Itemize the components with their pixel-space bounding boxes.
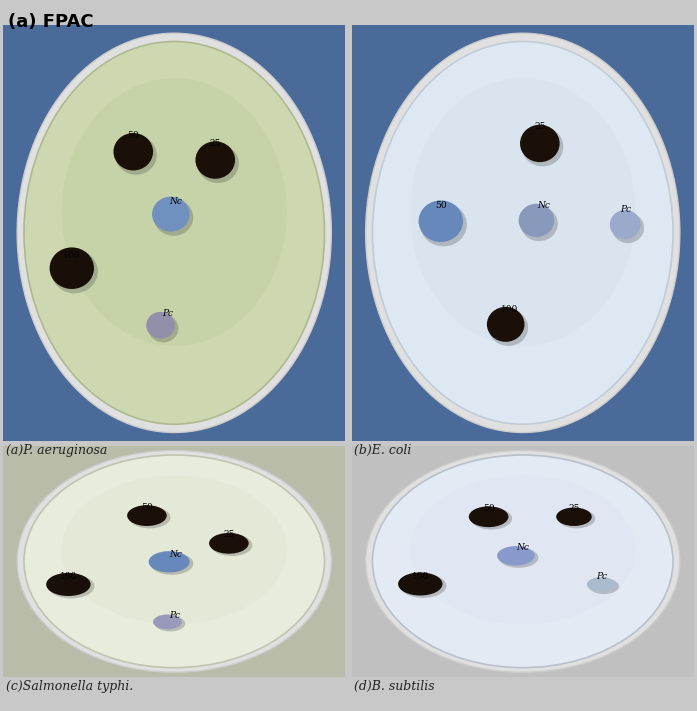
Ellipse shape	[210, 534, 252, 556]
Ellipse shape	[195, 141, 235, 178]
Ellipse shape	[153, 614, 182, 629]
Text: (a) FPAC: (a) FPAC	[8, 13, 94, 31]
Ellipse shape	[197, 144, 239, 183]
Ellipse shape	[587, 577, 615, 592]
Ellipse shape	[522, 127, 563, 166]
Text: Pc: Pc	[620, 205, 631, 215]
Text: Nc: Nc	[169, 197, 183, 206]
Ellipse shape	[151, 552, 193, 574]
Ellipse shape	[46, 573, 91, 596]
Ellipse shape	[48, 574, 94, 599]
Text: (c)Salmonella typhi.: (c)Salmonella typhi.	[6, 680, 133, 693]
Ellipse shape	[61, 78, 287, 346]
Ellipse shape	[49, 247, 94, 289]
FancyBboxPatch shape	[3, 446, 345, 677]
Text: Pc: Pc	[596, 572, 607, 581]
Ellipse shape	[519, 204, 554, 237]
Ellipse shape	[24, 455, 325, 668]
Text: 100: 100	[500, 305, 518, 314]
Ellipse shape	[520, 124, 560, 162]
Ellipse shape	[17, 33, 331, 432]
Ellipse shape	[115, 135, 157, 175]
FancyBboxPatch shape	[352, 446, 694, 677]
Ellipse shape	[521, 206, 558, 241]
Ellipse shape	[114, 133, 153, 171]
Ellipse shape	[127, 506, 167, 526]
Ellipse shape	[372, 41, 673, 424]
Ellipse shape	[148, 551, 190, 572]
Ellipse shape	[129, 506, 171, 528]
Ellipse shape	[366, 33, 680, 432]
Ellipse shape	[410, 476, 636, 624]
Ellipse shape	[469, 506, 508, 527]
FancyBboxPatch shape	[352, 25, 694, 441]
Text: 50: 50	[435, 201, 447, 210]
Text: 50: 50	[141, 503, 153, 511]
Ellipse shape	[155, 616, 185, 631]
Ellipse shape	[398, 572, 443, 596]
Text: 100: 100	[412, 572, 429, 581]
Text: 25: 25	[534, 122, 546, 132]
Ellipse shape	[419, 201, 463, 242]
Ellipse shape	[146, 312, 175, 338]
Ellipse shape	[497, 546, 535, 565]
Ellipse shape	[489, 309, 528, 346]
Ellipse shape	[420, 203, 467, 247]
Text: 50: 50	[128, 131, 139, 139]
Text: 100: 100	[63, 251, 80, 260]
Ellipse shape	[399, 574, 446, 598]
Ellipse shape	[558, 509, 595, 528]
Ellipse shape	[366, 451, 680, 673]
Ellipse shape	[410, 78, 636, 346]
Ellipse shape	[148, 314, 178, 343]
Ellipse shape	[154, 199, 193, 236]
Ellipse shape	[610, 210, 641, 239]
Ellipse shape	[556, 508, 592, 526]
Text: Pc: Pc	[169, 611, 180, 620]
Text: (b)E. coli: (b)E. coli	[354, 444, 411, 456]
Ellipse shape	[372, 455, 673, 668]
Ellipse shape	[152, 197, 190, 232]
Text: Nc: Nc	[169, 550, 183, 559]
Ellipse shape	[24, 41, 325, 424]
Ellipse shape	[470, 508, 512, 530]
Ellipse shape	[487, 307, 524, 342]
Ellipse shape	[209, 533, 249, 554]
Text: (a)P. aeruginosa: (a)P. aeruginosa	[6, 444, 107, 456]
Text: 100: 100	[60, 572, 77, 581]
Text: (d)B. subtilis: (d)B. subtilis	[354, 680, 435, 693]
Text: 25: 25	[223, 530, 235, 539]
Text: Pc: Pc	[162, 309, 173, 319]
Text: 25: 25	[568, 503, 580, 513]
FancyBboxPatch shape	[3, 25, 345, 441]
Ellipse shape	[589, 579, 619, 594]
Text: 25: 25	[210, 139, 221, 148]
Ellipse shape	[17, 451, 331, 673]
Ellipse shape	[612, 213, 644, 243]
Text: 50: 50	[483, 503, 494, 513]
Text: Nc: Nc	[537, 201, 550, 210]
Ellipse shape	[61, 476, 287, 624]
Text: Nc: Nc	[516, 543, 529, 552]
Ellipse shape	[499, 547, 538, 568]
Ellipse shape	[51, 250, 98, 294]
